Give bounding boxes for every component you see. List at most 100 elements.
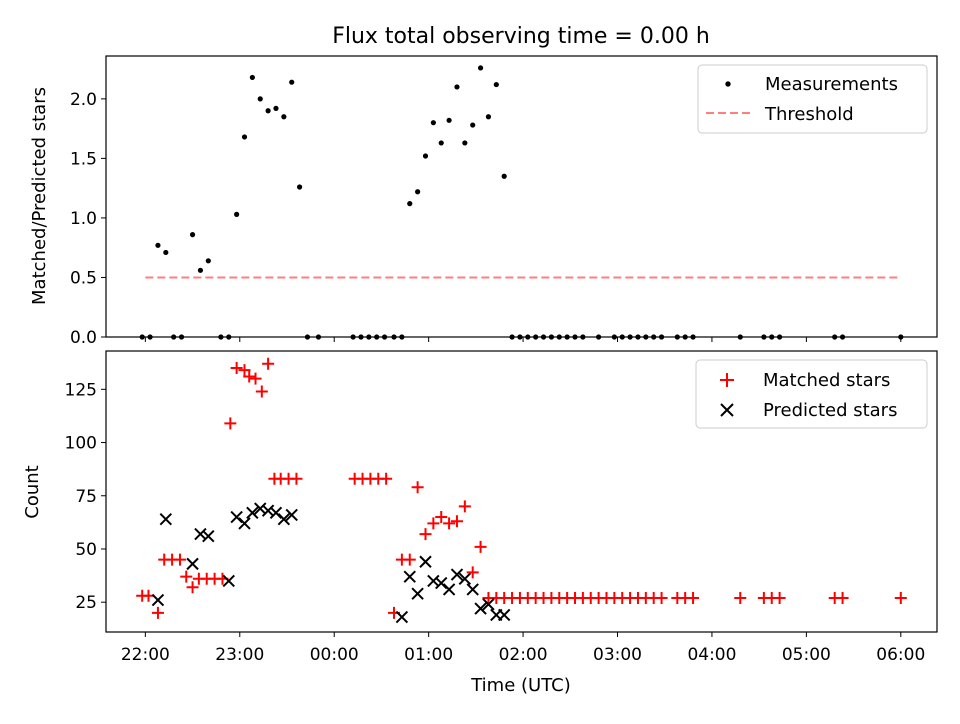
top-axes-frame xyxy=(105,55,938,338)
predicted-star-point xyxy=(427,574,440,588)
bottom-legend-box xyxy=(695,359,928,429)
bottom-y-tick-label: 125 xyxy=(65,380,97,400)
predicted-star-point xyxy=(151,593,165,607)
measurement-point xyxy=(257,96,263,102)
x-tick-label: 03:00 xyxy=(593,645,642,665)
predicted-star-point xyxy=(482,598,495,611)
measurement-point xyxy=(462,140,468,146)
measurement-point xyxy=(407,201,413,207)
matched-star-point xyxy=(773,591,786,604)
matched-star-point xyxy=(186,581,199,594)
legend-measurements-marker xyxy=(725,81,731,87)
predicted-star-point xyxy=(222,574,235,588)
predicted-star-point xyxy=(395,610,409,624)
legend-predicted-marker xyxy=(720,403,734,417)
measurement-point xyxy=(446,117,452,123)
top-x-axis-ticks xyxy=(144,337,902,342)
predicted-star-point xyxy=(450,568,464,581)
matched-star-point xyxy=(411,481,424,494)
measurement-point xyxy=(485,114,492,120)
matched-star-point xyxy=(380,472,393,485)
predicted-star-point xyxy=(458,572,472,585)
measurement-point xyxy=(281,114,287,120)
bottom-y-tick-label: 25 xyxy=(75,593,97,613)
matched-star-point xyxy=(443,517,456,530)
legend-matched-label: Matched stars xyxy=(763,370,890,391)
matched-star-point xyxy=(173,553,186,566)
matched-star-point xyxy=(290,472,303,485)
matched-star-point xyxy=(466,566,479,579)
legend-measurements-label: Measurements xyxy=(765,74,898,95)
predicted-star-point xyxy=(246,506,259,519)
measurement-point xyxy=(438,140,444,146)
predicted-star-point xyxy=(277,512,291,526)
x-tick-label: 01:00 xyxy=(404,645,453,665)
measurement-point xyxy=(415,189,421,195)
top-y-axis-ticks: 0.0 0.5 1.0 1.5 2.0 xyxy=(70,90,106,348)
predicted-star-point xyxy=(238,517,251,530)
measurement-point xyxy=(265,108,271,114)
bottom-y-tick-label: 75 xyxy=(75,487,97,507)
legend-matched-marker xyxy=(720,373,734,387)
x-tick-label: 02:00 xyxy=(499,645,548,665)
matched-star-point xyxy=(180,570,193,583)
top-panel: 0.00.51.01.52.0 Matched/Predicted stars … xyxy=(29,55,938,348)
predicted-star-point xyxy=(202,529,215,543)
matched-star-point xyxy=(734,591,747,604)
matched-star-point xyxy=(655,591,668,604)
predicted-star-point xyxy=(159,512,173,526)
bottom-panel: 25 50 75 100 125 22:00 23:00 00:00 01:00 02:00 03… xyxy=(22,350,938,696)
predicted-star-point xyxy=(186,557,199,571)
measurement-point xyxy=(501,173,507,179)
predicted-star-point xyxy=(419,555,432,568)
measurement-point xyxy=(422,153,429,159)
legend-threshold-label: Threshold xyxy=(764,104,854,125)
predicted-star-point xyxy=(194,527,207,541)
matched-star-point xyxy=(450,515,463,528)
matched-star-point xyxy=(427,517,440,530)
measurement-point xyxy=(249,74,255,81)
x-tick-label: 22:00 xyxy=(121,645,170,665)
bottom-y-tick-label: 50 xyxy=(75,540,97,560)
top-y-tick-label: 2.0 xyxy=(70,90,97,110)
top-y-tick-label: 1.0 xyxy=(70,209,97,229)
top-legend: Measurements Threshold xyxy=(697,64,928,134)
predicted-star-point xyxy=(269,506,283,519)
measurement-point xyxy=(197,267,204,273)
legend-predicted-label: Predicted stars xyxy=(763,400,897,421)
predicted-star-point xyxy=(261,504,275,517)
matched-star-point xyxy=(419,528,432,541)
top-y-tick-label: 0.0 xyxy=(70,328,97,348)
matched-star-point xyxy=(435,511,448,524)
matched-star-point xyxy=(151,606,164,619)
x-tick-label: 06:00 xyxy=(876,645,925,665)
measurement-point xyxy=(430,120,436,126)
x-tick-label: 23:00 xyxy=(215,645,264,665)
predicted-star-point xyxy=(442,583,456,596)
measurement-point xyxy=(273,105,279,111)
bottom-legend: Matched stars Predicted stars xyxy=(695,359,928,429)
measurement-point xyxy=(289,79,295,85)
x-axis-label: Time (UTC) xyxy=(470,675,571,696)
top-y-tick-label: 0.5 xyxy=(70,268,97,288)
predicted-star-point xyxy=(474,602,487,615)
top-y-axis-label: Matched/Predicted stars xyxy=(29,87,50,305)
matched-star-point xyxy=(403,553,416,566)
measurement-point xyxy=(155,242,161,248)
predicted-star-point xyxy=(411,587,424,600)
matched-star-point xyxy=(249,372,262,385)
matched-star-point xyxy=(687,591,700,604)
matched-star-point xyxy=(262,357,275,370)
matched-star-point xyxy=(255,385,268,398)
bottom-axes-frame xyxy=(105,350,938,633)
measurement-point xyxy=(234,211,240,217)
bottom-y-axis-ticks: 25 50 75 100 125 xyxy=(65,380,106,613)
bottom-plot-marks xyxy=(136,357,907,624)
measurement-point xyxy=(189,232,196,238)
matched-star-point xyxy=(836,591,849,604)
bottom-y-axis-label: Count xyxy=(22,465,43,518)
matched-star-point xyxy=(224,417,237,430)
measurement-point xyxy=(454,84,460,90)
matched-star-point xyxy=(474,540,487,553)
